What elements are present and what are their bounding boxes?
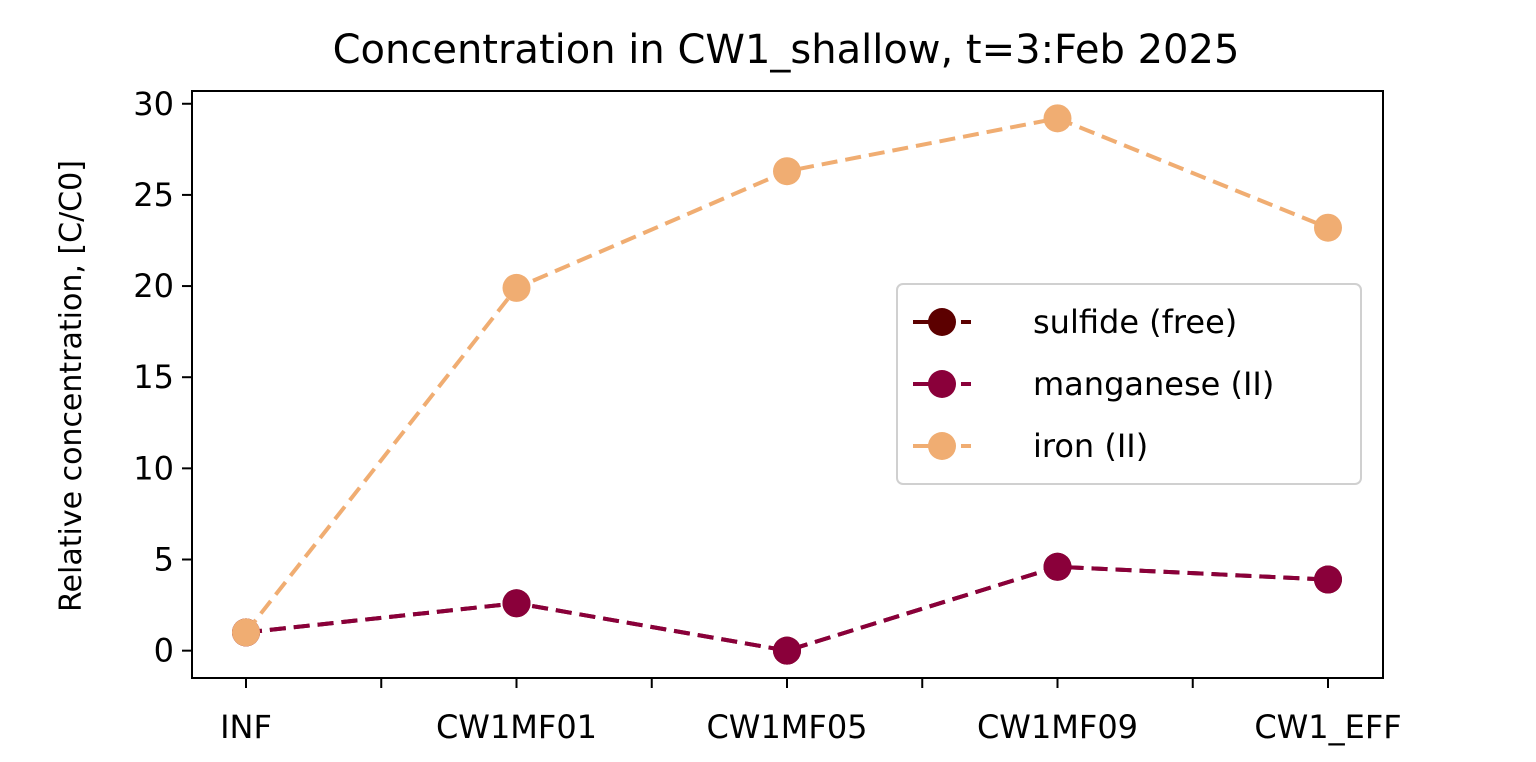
y-tick-label-1: 5 (154, 541, 174, 579)
series-1-point-2 (773, 636, 801, 665)
y-tick-label-4: 20 (133, 267, 174, 305)
y-tick-label-3: 15 (133, 358, 174, 396)
legend-marker-1 (928, 370, 956, 398)
x-tick-label-2: CW1MF05 (706, 708, 867, 746)
legend-marker-0 (928, 308, 956, 336)
legend: sulfide (free) manganese (II) iron (II) (896, 283, 1362, 485)
y-tick-label-5: 25 (133, 176, 174, 214)
plot-area: 0 5 10 15 20 25 30 INF CW1MF01 CW1MF05 CW1MF09 CW1_… (133, 85, 1401, 746)
y-tick-label-6: 30 (133, 85, 174, 123)
series-2-point-4 (1314, 213, 1342, 242)
series-line-1 (245, 564, 1329, 653)
legend-marker-2 (928, 432, 956, 460)
series-1-point-4 (1314, 565, 1342, 594)
legend-label-0: sulfide (free) (1033, 303, 1237, 341)
series-1-point-1 (502, 589, 531, 618)
series-2-point-1 (502, 273, 531, 302)
y-tick-label-2: 10 (133, 449, 174, 487)
series-2-point-2 (773, 157, 801, 186)
plot-frame (191, 90, 1384, 679)
series-2-point-0 (232, 618, 260, 647)
legend-label-1: manganese (II) (1033, 365, 1274, 403)
y-axis-label: Relative concentration, [C/C0] (54, 160, 89, 612)
x-tick-label-4: CW1_EFF (1254, 708, 1401, 746)
series-1-point-3 (1043, 552, 1072, 581)
series-2-point-3 (1043, 104, 1072, 133)
x-tick-label-3: CW1MF09 (977, 708, 1138, 746)
legend-label-2: iron (II) (1033, 427, 1148, 465)
legend-box (896, 283, 1362, 485)
y-tick-label-0: 0 (154, 632, 174, 670)
x-tick-label-1: CW1MF01 (436, 708, 597, 746)
x-tick-label-0: INF (220, 708, 272, 746)
chart-title: Concentration in CW1_shallow, t=3:Feb 20… (333, 27, 1240, 73)
